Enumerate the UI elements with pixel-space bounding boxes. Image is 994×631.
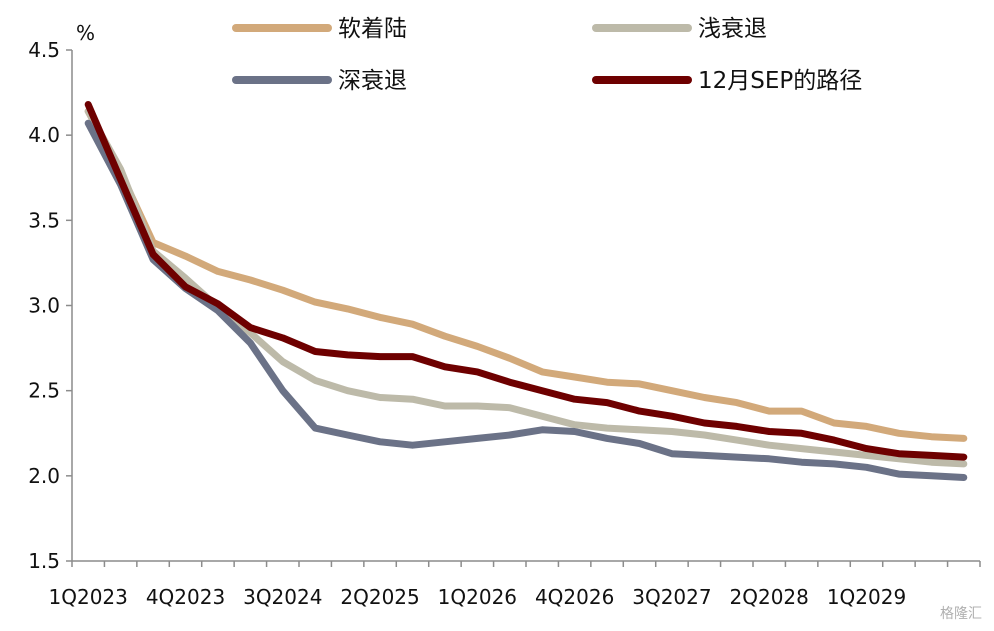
x-tick-label: 3Q2024 [243, 585, 322, 609]
legend-label-1: 软着陆 [338, 16, 407, 42]
series-line-4 [84, 101, 968, 461]
series-line-3 [84, 119, 968, 481]
legend-label-3: 深衰退 [338, 68, 407, 94]
x-tick-label: 4Q2023 [146, 585, 225, 609]
x-tick-label: 1Q2026 [438, 585, 517, 609]
y-tick-label: 1.5 [28, 549, 60, 573]
series-lines [84, 101, 968, 481]
series-line-1 [84, 107, 968, 442]
x-tick-label: 3Q2027 [632, 585, 711, 609]
y-tick-label: 2.5 [28, 379, 60, 403]
series-line-2 [84, 107, 968, 468]
x-tick-label: 2Q2025 [340, 585, 419, 609]
x-tick-label: 1Q2029 [827, 585, 906, 609]
x-tick-label: 1Q2023 [49, 585, 128, 609]
axes: 4.5 4.0 3.5 3.0 2.5 2.0 1.5 1Q2023 4Q2023 3Q2024 2… [28, 38, 981, 609]
y-tick-label: 4.0 [28, 123, 60, 147]
y-tick-label: 3.0 [28, 294, 60, 318]
y-unit-label: % [76, 21, 95, 45]
x-tick-label: 4Q2026 [535, 585, 614, 609]
y-tick-label: 2.0 [28, 464, 60, 488]
y-tick-label: 4.5 [28, 38, 60, 62]
x-tick-label: 2Q2028 [730, 585, 809, 609]
watermark: 格隆汇 [940, 606, 982, 622]
legend-label-4: 12月SEP的路径 [698, 68, 862, 94]
y-tick-label: 3.5 [28, 208, 60, 232]
legend-label-2: 浅衰退 [698, 16, 767, 42]
